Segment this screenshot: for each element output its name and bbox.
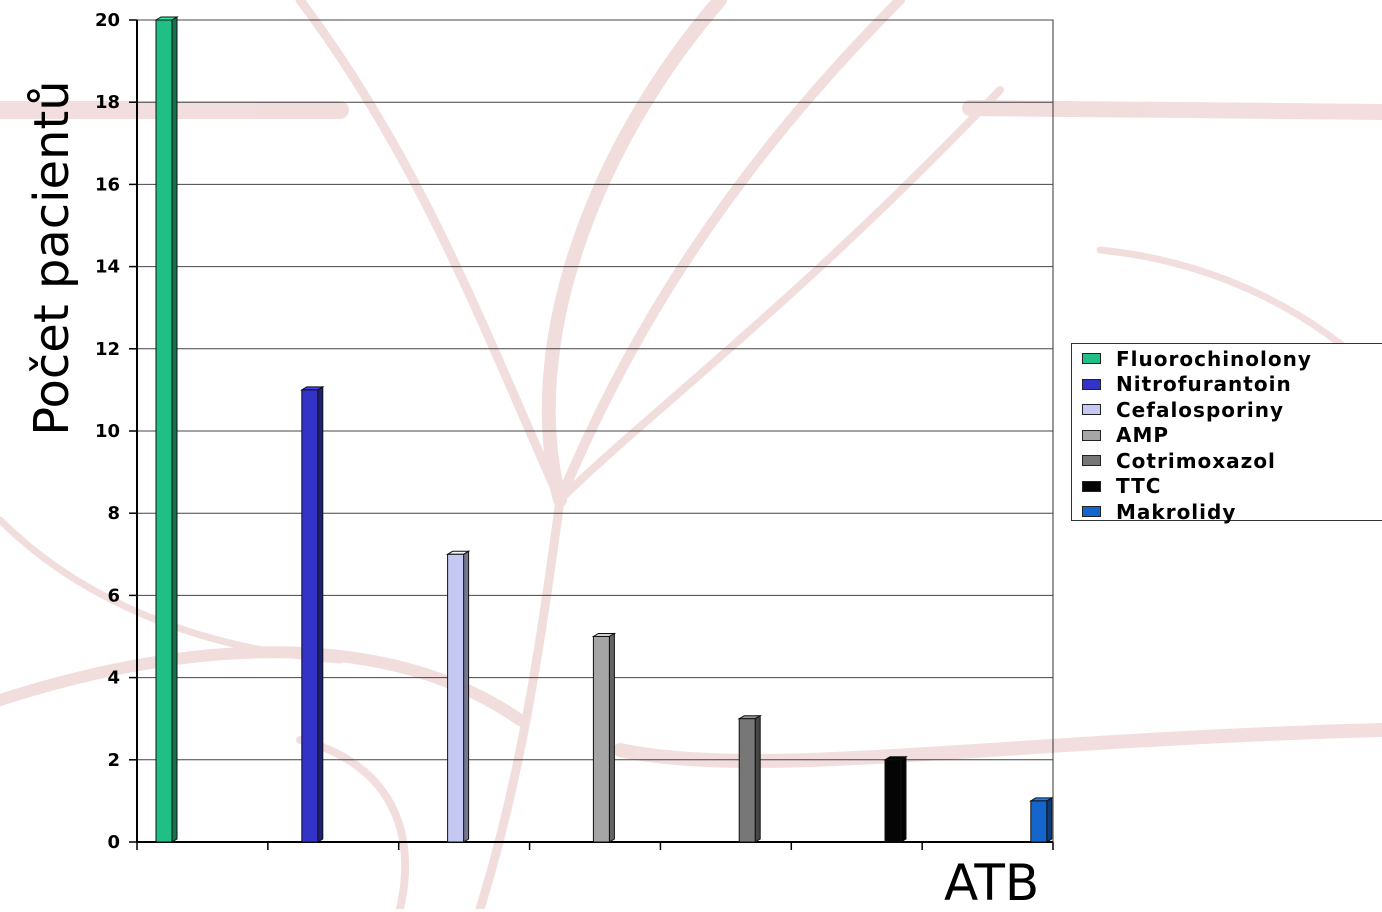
bar-front: [738, 718, 756, 843]
legend-label: Nitrofurantoin: [1116, 372, 1292, 397]
y-tick-label: 6: [107, 585, 120, 606]
legend-item: AMP: [1082, 423, 1382, 449]
y-tick-label: 14: [95, 257, 120, 278]
y-tick-label: 12: [95, 339, 120, 360]
bar-side: [900, 755, 907, 843]
bar-side: [1046, 797, 1053, 843]
y-tick-label: 18: [95, 92, 120, 113]
bar-fluorochinolony: [154, 16, 179, 843]
y-tick-label: 20: [95, 10, 120, 31]
legend-label: Makrolidy: [1116, 499, 1237, 524]
bars: [154, 16, 1054, 843]
legend-label: AMP: [1116, 423, 1170, 448]
y-tick-label: 10: [95, 421, 120, 442]
legend-swatch: [1082, 429, 1101, 441]
y-tick-label: 0: [107, 832, 120, 853]
legend-swatch: [1082, 455, 1101, 467]
legend-swatch: [1082, 378, 1101, 390]
bar-makrolidy: [1028, 797, 1054, 843]
legend-item: Cefalosporiny: [1082, 397, 1382, 423]
legend-swatch: [1082, 404, 1101, 416]
y-tick-labels: 0 2 4 6 8 10 12 14 16 18 20: [95, 10, 120, 853]
bar-front: [447, 553, 465, 843]
bar-cefalosporiny: [445, 550, 471, 843]
legend-item: Fluorochinolony: [1082, 346, 1382, 372]
x-axis-label: ATB: [944, 854, 1040, 912]
bar-side: [171, 16, 178, 843]
legend-item: TTC: [1082, 474, 1382, 500]
legend: Fluorochinolony Nitrofurantoin Cefalospo…: [1071, 343, 1382, 524]
legend-swatch: [1082, 506, 1101, 518]
bar-front: [592, 636, 610, 843]
legend-label: Cefalosporiny: [1116, 397, 1284, 422]
legend-label: Cotrimoxazol: [1116, 448, 1276, 473]
bar-front: [301, 389, 319, 843]
bar-side: [317, 386, 324, 843]
bar-amp: [591, 632, 617, 843]
bar-ttc: [883, 755, 908, 843]
legend-swatch: [1082, 480, 1101, 492]
bar-front: [1030, 800, 1048, 843]
legend-item: Nitrofurantoin: [1082, 372, 1382, 398]
y-tick-label: 2: [107, 750, 120, 771]
legend-label: Fluorochinolony: [1116, 346, 1312, 371]
bar-nitrofurantoin: [299, 386, 325, 843]
legend-label: TTC: [1116, 474, 1162, 499]
bar-front: [155, 19, 173, 843]
bar-side: [463, 550, 470, 843]
bar-side: [754, 714, 761, 843]
axes: [129, 19, 1054, 850]
bar-side: [608, 632, 615, 843]
bar-front: [884, 759, 902, 843]
legend-item: Makrolidy: [1082, 499, 1382, 525]
bar-cotrimoxazol: [737, 714, 763, 843]
legend-swatch: [1082, 353, 1101, 365]
y-tick-label: 16: [95, 174, 120, 195]
y-tick-label: 4: [107, 668, 120, 689]
legend-item: Cotrimoxazol: [1082, 448, 1382, 474]
y-tick-label: 8: [107, 503, 120, 524]
y-axis-label: Počet pacientů: [24, 80, 80, 436]
